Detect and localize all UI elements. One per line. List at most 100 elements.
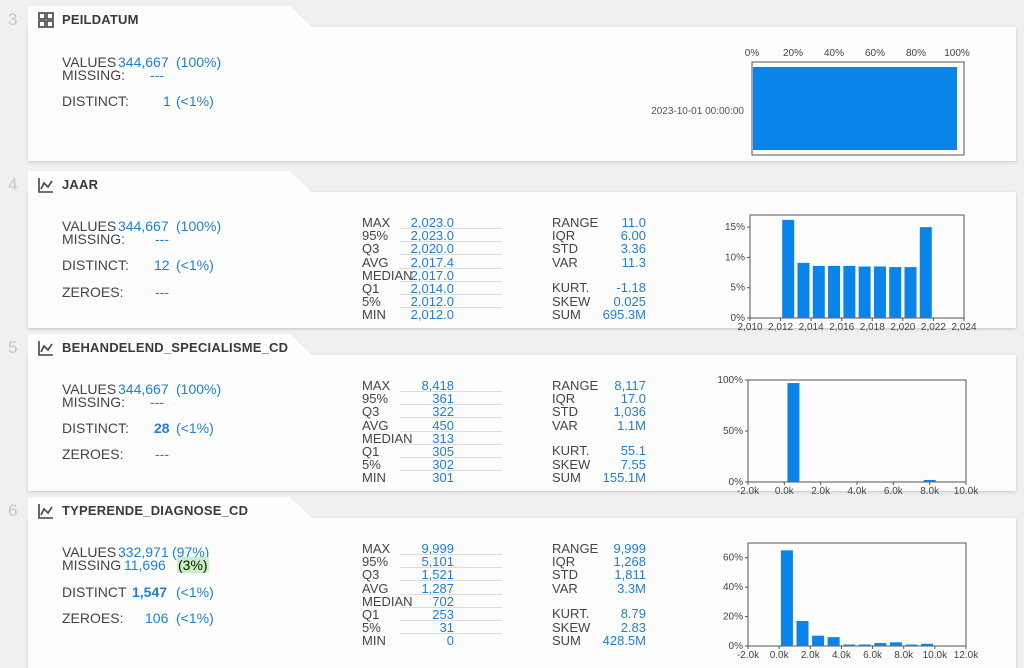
- missing-count: ---: [155, 231, 169, 247]
- zeroes-count: ---: [155, 446, 169, 462]
- section-header-tab[interactable]: JAAR: [28, 171, 290, 198]
- quantile-label: MEDIAN: [362, 593, 413, 609]
- chart-peildatum: 0% 20% 40% 60% 80% 100% 2023-10-01 00:00:00: [651, 48, 970, 156]
- histogram-bar[interactable]: [889, 642, 902, 646]
- distinct-count: 1,547: [132, 584, 168, 600]
- grid-icon: [37, 11, 54, 28]
- histogram-bar[interactable]: [858, 644, 871, 646]
- moment-label: SUM: [552, 469, 581, 485]
- x-tick-label: 60%: [865, 48, 885, 59]
- x-tick-label: 2,016: [829, 322, 854, 333]
- quantile-value: 2,014.0: [410, 281, 454, 296]
- x-tick-label: 4.0k: [848, 486, 868, 497]
- values-percent: (100%): [176, 54, 222, 70]
- x-tick-label: 2.0k: [801, 650, 821, 658]
- section-header-tab[interactable]: BEHANDELEND_SPECIALISME_CD: [28, 334, 290, 361]
- missing-count: ---: [150, 67, 164, 83]
- values-label: VALUES: [62, 544, 117, 560]
- quantile-value: 253: [432, 607, 454, 622]
- section-header-tab[interactable]: PEILDATUM: [28, 6, 290, 33]
- moment-value: 1.1M: [617, 417, 646, 433]
- values-label: VALUES: [62, 381, 117, 397]
- histogram-bar[interactable]: [843, 265, 856, 318]
- quantile-value: 2,017.4: [410, 254, 454, 270]
- moment-value: 2.83: [620, 619, 646, 635]
- missing-count: 11,696: [124, 557, 166, 573]
- values-label: VALUES: [62, 54, 117, 70]
- column-section-peildatum: 3 PEILDATUM VALUES 344,667 (100%) MISSIN…: [0, 0, 1024, 165]
- moment-label: STD: [552, 241, 578, 257]
- histogram-bar[interactable]: [797, 262, 810, 318]
- distinct-percent: (<1%): [176, 257, 214, 273]
- quantile-value: 1,521: [421, 567, 454, 583]
- moment-label: STD: [552, 567, 578, 583]
- histogram-icon: [37, 176, 54, 193]
- histogram-bar[interactable]: [843, 644, 856, 646]
- quantile-value: 313: [432, 430, 454, 446]
- section-header-tab[interactable]: TYPERENDE_DIAGNOSE_CD: [28, 497, 290, 524]
- histogram-bar[interactable]: [905, 644, 918, 646]
- y-tick-label: 10%: [725, 252, 745, 263]
- histogram-bar[interactable]: [812, 635, 825, 646]
- quantile-value: 450: [432, 417, 454, 433]
- moment-value: 17.0: [620, 391, 646, 407]
- moment-label: RANGE: [552, 215, 599, 230]
- histogram-bar[interactable]: [780, 550, 793, 646]
- histogram-bar[interactable]: [787, 383, 800, 482]
- quantile-label: 5%: [362, 620, 381, 636]
- x-tick-label: 10.0k: [923, 650, 948, 658]
- category-label: 2023-10-01 00:00:00: [651, 106, 744, 117]
- y-tick-label: 40%: [723, 582, 743, 593]
- distinct-count: 28: [154, 420, 170, 436]
- moment-value: 1,811: [614, 567, 646, 583]
- moment-label: RANGE: [552, 541, 599, 556]
- histogram-bar[interactable]: [923, 479, 936, 482]
- quantile-label: 5%: [362, 294, 381, 310]
- histogram-bar[interactable]: [904, 267, 917, 318]
- histogram-bar[interactable]: [827, 637, 840, 646]
- moment-value: 0.025: [613, 293, 646, 309]
- histogram-bar[interactable]: [782, 219, 795, 318]
- quantile-value: 5,101: [421, 554, 454, 570]
- histogram-bar[interactable]: [828, 265, 841, 318]
- moment-label: SKEW: [552, 456, 591, 472]
- histogram-bar[interactable]: [858, 266, 871, 319]
- histogram-bar[interactable]: [919, 227, 932, 318]
- moment-value: 3.36: [620, 241, 646, 257]
- moment-label: KURT.: [552, 443, 590, 459]
- distinct-count: 1: [163, 93, 171, 109]
- quantile-label: MAX: [362, 215, 391, 230]
- x-tick-label: 0.0k: [775, 486, 795, 497]
- histogram-bar[interactable]: [889, 267, 902, 318]
- quantile-label: MEDIAN: [362, 430, 413, 446]
- moment-label: SUM: [552, 632, 581, 648]
- values-label: VALUES: [62, 218, 117, 234]
- histogram-bar[interactable]: [796, 620, 809, 646]
- quantile-label: MIN: [362, 633, 386, 649]
- moment-value: 3.3M: [617, 580, 646, 596]
- column-card: [28, 355, 1016, 491]
- quantile-value: 2,023.0: [410, 215, 454, 230]
- quantile-value: 361: [432, 391, 454, 407]
- plot-frame: [747, 542, 967, 647]
- x-tick-label: 100%: [944, 48, 970, 59]
- x-tick-label: 2,020: [890, 322, 915, 333]
- distinct-percent: (<1%): [176, 420, 214, 436]
- x-tick-label: 8.0k: [894, 650, 914, 658]
- moment-value: 1,268: [613, 554, 646, 570]
- quantile-value: 1,287: [421, 580, 454, 596]
- histogram-bar[interactable]: [921, 643, 934, 646]
- quantile-value: 702: [432, 593, 454, 609]
- histogram-bar[interactable]: [812, 265, 825, 318]
- x-tick-label: 2,018: [860, 322, 885, 333]
- column-name: BEHANDELEND_SPECIALISME_CD: [62, 340, 289, 355]
- quantile-label: 5%: [362, 457, 381, 473]
- x-tick-label: 12.0k: [954, 650, 979, 658]
- bar-2023-10-01[interactable]: [753, 67, 957, 150]
- histogram-bar[interactable]: [873, 266, 886, 319]
- values-count: 344,667: [118, 218, 169, 234]
- column-section-behandelend-specialisme-cd: 5 BEHANDELEND_SPECIALISME_CD VALUES 344,…: [0, 330, 1024, 497]
- missing-label: MISSING:: [62, 394, 126, 410]
- histogram-icon: [37, 339, 54, 356]
- histogram-bar[interactable]: [874, 643, 887, 646]
